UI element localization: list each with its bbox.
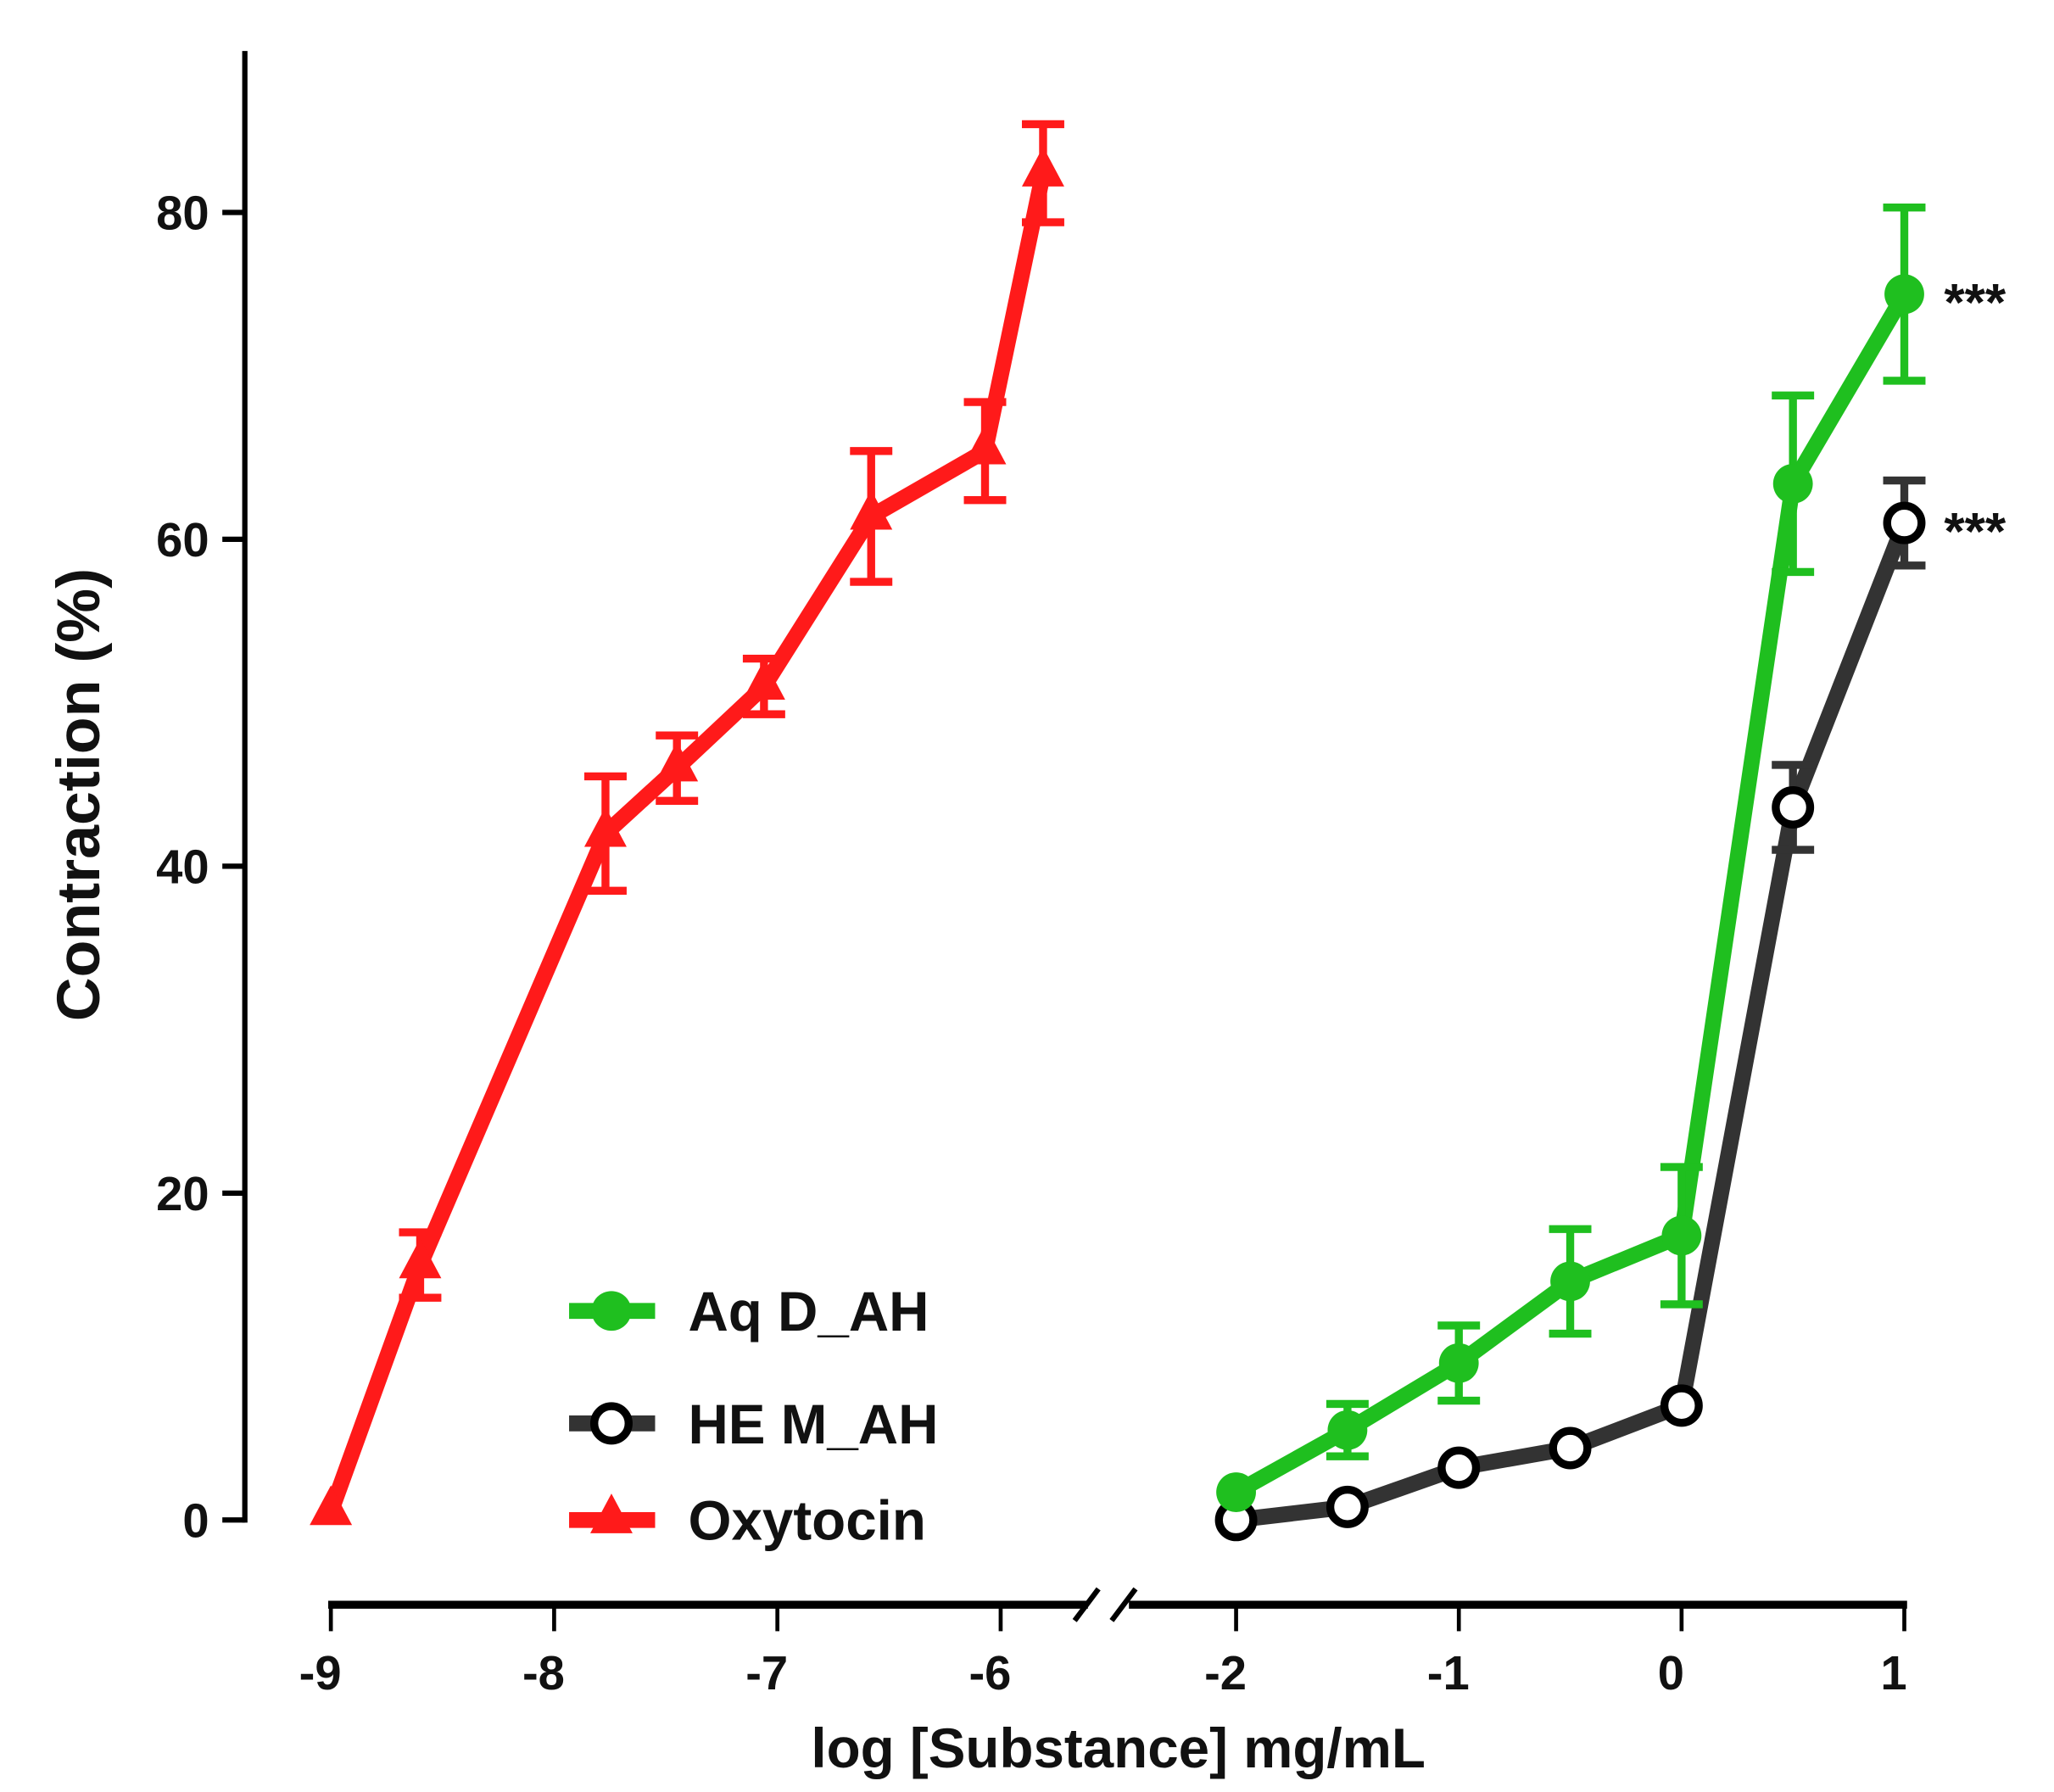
data-point [1549, 1426, 1592, 1470]
series-layer: *** *** [310, 120, 2007, 1542]
data-point [742, 660, 785, 700]
legend-label: HE M_AH [688, 1393, 938, 1455]
legend-item: Oxytocin [569, 1490, 926, 1552]
y-tick-label: 20 [156, 1167, 209, 1220]
y-tick-label: 0 [182, 1494, 209, 1548]
series-oxytocin [310, 120, 1064, 1526]
axis-break-mark [1109, 1587, 1138, 1622]
axes: 0 20 40 60 80 -9 -8 -7 -6 -2 -1 0 1 [156, 51, 1907, 1700]
y-tick-label: 40 [156, 840, 209, 894]
data-point [656, 741, 699, 782]
x-tick-label: -6 [968, 1646, 1011, 1700]
y-axis-label: Contraction (%) [45, 568, 113, 1021]
x-tick-label: -1 [1427, 1646, 1470, 1700]
data-point [1660, 1384, 1703, 1427]
series-he-m-ah [1214, 476, 1926, 1542]
significance-annotation: *** [1944, 502, 2007, 561]
series-line [323, 171, 1052, 1515]
data-point [1326, 1485, 1369, 1528]
data-point [1438, 1343, 1479, 1383]
data-point [399, 1238, 442, 1279]
series-aq-d-ah [1216, 204, 1926, 1512]
data-point [850, 489, 893, 530]
legend-label: Aq D_AH [688, 1281, 929, 1343]
legend: Aq D_AH HE M_AH Oxytocin [569, 1281, 938, 1552]
y-tick-label: 60 [156, 513, 209, 567]
significance-annotation: *** [1944, 273, 2007, 332]
data-point [1884, 274, 1924, 315]
axis-break-mark [1072, 1587, 1101, 1622]
data-point [1772, 786, 1815, 829]
data-point [1883, 501, 1926, 544]
x-tick-label: 1 [1880, 1646, 1906, 1700]
x-tick-label: -7 [745, 1646, 788, 1700]
x-tick-label: 0 [1658, 1646, 1684, 1700]
legend-item: HE M_AH [569, 1393, 938, 1455]
data-point [1772, 463, 1813, 504]
legend-marker [591, 1291, 632, 1331]
x-tick-label: -9 [299, 1646, 342, 1700]
data-point [963, 424, 1007, 465]
data-point [1437, 1446, 1481, 1489]
legend-marker [590, 1402, 633, 1445]
legend-marker [590, 1493, 633, 1533]
legend-label: Oxytocin [688, 1490, 925, 1552]
x-tick-label: -2 [1204, 1646, 1247, 1700]
data-point [583, 807, 627, 847]
x-tick-label: -8 [522, 1646, 565, 1700]
legend-item: Aq D_AH [569, 1281, 929, 1343]
data-point [1216, 1472, 1256, 1512]
series-line [1235, 520, 1912, 1528]
data-point [1327, 1410, 1368, 1450]
data-point [1550, 1261, 1590, 1302]
y-tick-label: 80 [156, 187, 209, 240]
data-point [310, 1485, 353, 1526]
data-point [1021, 147, 1064, 187]
x-axis-label: log [Substance] mg/mL [811, 1717, 1426, 1779]
data-point [1661, 1215, 1702, 1256]
